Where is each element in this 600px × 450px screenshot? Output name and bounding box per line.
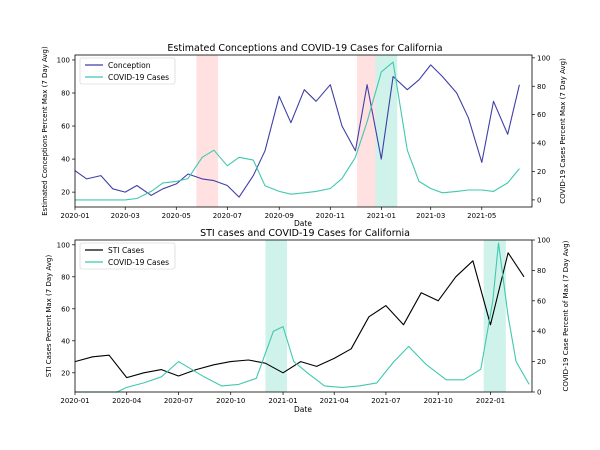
shaded-region-0 <box>196 55 219 207</box>
legend-label-conception: Conception <box>108 61 151 70</box>
series-line-conception <box>74 64 520 198</box>
legend-box <box>79 57 176 85</box>
y-tick-label: 40 <box>61 337 70 345</box>
y2-tick-label: 20 <box>537 168 546 176</box>
y-tick-label: 80 <box>61 273 70 281</box>
x-axis-label: Date <box>294 219 312 228</box>
x-axis-label: Date <box>294 405 312 414</box>
legend-label-covid: COVID-19 Cases <box>108 258 169 267</box>
plot-frame <box>74 54 533 208</box>
y-tick-label: 40 <box>61 156 70 164</box>
y-tick-label: 20 <box>61 369 70 377</box>
legend-box <box>79 242 176 270</box>
x-tick-label: 2021-03 <box>416 212 445 220</box>
shaded-regions <box>196 55 398 207</box>
y-tick-label: 80 <box>61 90 70 98</box>
y-axis-label: STI Cases Percent Max (7 Day Avg) <box>45 255 53 378</box>
y2-axis-label: COVID-19 Case Percent of Max (7 Day Avg) <box>562 240 570 391</box>
x-tick-label: 2020-05 <box>162 212 191 220</box>
y2-tick-label: 100 <box>537 54 550 62</box>
y2-tick-label: 20 <box>537 358 546 366</box>
y-tick-label: 100 <box>57 241 70 249</box>
y2-tick-label: 80 <box>537 267 546 275</box>
y-axis-ticks: 20 40 60 80 100 <box>57 241 75 377</box>
y2-axis-ticks: 0 20 40 60 80 100 <box>532 54 550 204</box>
y2-axis-ticks: 0 20 40 60 80 100 <box>532 237 550 397</box>
legend-label-sti: STI Cases <box>108 246 144 255</box>
x-tick-label: 2021-04 <box>320 397 350 405</box>
x-axis-ticks: 2020-01 2020-04 2020-07 2020-10 2021-01 2021-… <box>60 392 505 405</box>
x-tick-label: 2020-11 <box>316 212 345 220</box>
x-tick-label: 2020-01 <box>60 212 89 220</box>
shaded-region-2 <box>375 55 398 207</box>
x-tick-label: 2020-10 <box>216 397 245 405</box>
series-line-covid-19-cases <box>75 61 520 201</box>
x-tick-label: 2020-04 <box>112 397 142 405</box>
x-tick-label: 2022-01 <box>476 397 505 405</box>
series-line-sti-cases <box>74 252 525 379</box>
chart-sti-covid: STI cases and COVID-19 Cases for Califor… <box>45 228 570 414</box>
y2-tick-label: 80 <box>537 83 546 91</box>
shaded-regions <box>265 240 506 392</box>
y2-tick-label: 0 <box>537 196 541 204</box>
series-lines <box>74 61 520 201</box>
x-tick-label: 2021-01 <box>367 212 396 220</box>
legend: Conception COVID-19 Cases <box>79 57 176 85</box>
legend-label-covid: COVID-19 Cases <box>108 73 169 82</box>
x-tick-label: 2020-03 <box>111 212 140 220</box>
series-lines <box>74 242 530 393</box>
y-tick-label: 60 <box>61 305 70 313</box>
x-tick-label: 2021-01 <box>268 397 297 405</box>
chart-title: STI cases and COVID-19 Cases for Califor… <box>200 228 410 239</box>
y2-axis-label: COVID-19 Cases Percent Max (7 Day Avg) <box>559 58 567 204</box>
x-tick-label: 2021-05 <box>467 212 496 220</box>
shaded-region-1 <box>483 240 506 392</box>
y-tick-label: 20 <box>61 189 70 197</box>
x-axis-ticks: 2020-01 2020-03 2020-05 2020-07 2020-09 2020-… <box>60 207 496 220</box>
series-line-covid-19-cases <box>75 242 530 393</box>
y-axis-ticks: 20 40 60 80 100 <box>57 56 75 197</box>
legend: STI Cases COVID-19 Cases <box>79 242 176 270</box>
y2-tick-label: 60 <box>537 297 546 305</box>
y-tick-label: 100 <box>57 56 70 64</box>
y-axis-label: Estimated Conceptions Percent Max (7 Day… <box>41 46 49 216</box>
chart-title: Estimated Conceptions and COVID-19 Cases… <box>167 43 442 54</box>
x-tick-label: 2021-07 <box>371 397 400 405</box>
y2-tick-label: 60 <box>537 111 546 119</box>
y2-tick-label: 0 <box>537 389 541 397</box>
y-tick-label: 60 <box>61 123 70 131</box>
shaded-region-0 <box>265 240 288 392</box>
x-tick-label: 2020-07 <box>164 397 193 405</box>
y2-tick-label: 40 <box>537 328 546 336</box>
y2-tick-label: 100 <box>537 237 550 245</box>
x-tick-label: 2020-09 <box>265 212 294 220</box>
plot-frame <box>74 239 533 393</box>
chart-conceptions-covid: Estimated Conceptions and COVID-19 Cases… <box>41 43 567 228</box>
x-tick-label: 2020-07 <box>213 212 242 220</box>
y2-tick-label: 40 <box>537 140 546 148</box>
x-tick-label: 2020-01 <box>60 397 89 405</box>
x-tick-label: 2021-10 <box>424 397 453 405</box>
shaded-region-1 <box>357 55 376 207</box>
